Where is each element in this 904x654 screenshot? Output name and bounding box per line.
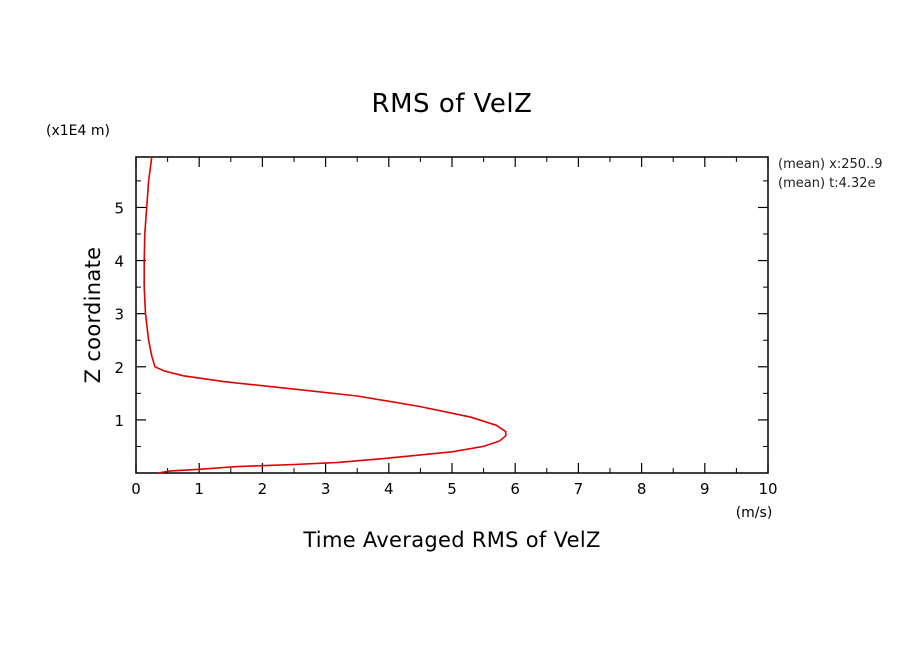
x-tick-label: 3	[321, 480, 331, 498]
plot-frame	[135, 156, 769, 474]
y-unit-label: (x1E4 m)	[46, 123, 110, 139]
x-tick-label: 4	[384, 480, 394, 498]
x-tick-label: 8	[637, 480, 647, 498]
y-axis-label: Z coordinate	[81, 247, 105, 384]
axis-ticks	[135, 157, 769, 473]
y-tick-label: 4	[114, 253, 124, 271]
x-tick-label: 6	[510, 480, 520, 498]
x-tick-label: 2	[258, 480, 268, 498]
annotation-mean-x: (mean) x:250..9	[778, 157, 883, 172]
x-unit-label: (m/s)	[736, 505, 773, 521]
x-tick-label: 5	[447, 480, 457, 498]
x-tick-label: 7	[574, 480, 584, 498]
y-tick-label: 1	[114, 412, 124, 430]
x-axis-label: Time Averaged RMS of VelZ	[302, 528, 600, 552]
x-tick-label: 1	[194, 480, 204, 498]
y-tick-label: 2	[114, 359, 124, 377]
x-tick-label: 0	[131, 480, 141, 498]
chart-title: RMS of VelZ	[372, 89, 533, 119]
x-tick-labels: 0 1 2 3 4 5 6 7 8 9 10	[131, 480, 777, 498]
annotation-mean-t: (mean) t:4.32e	[778, 176, 876, 191]
y-tick-labels: 1 2 3 4 5	[114, 199, 124, 429]
y-tick-label: 5	[114, 199, 124, 217]
x-tick-label: 9	[700, 480, 710, 498]
series-line-rms-velz	[143, 156, 507, 474]
x-tick-label: 10	[758, 480, 777, 498]
y-tick-label: 3	[114, 306, 124, 324]
